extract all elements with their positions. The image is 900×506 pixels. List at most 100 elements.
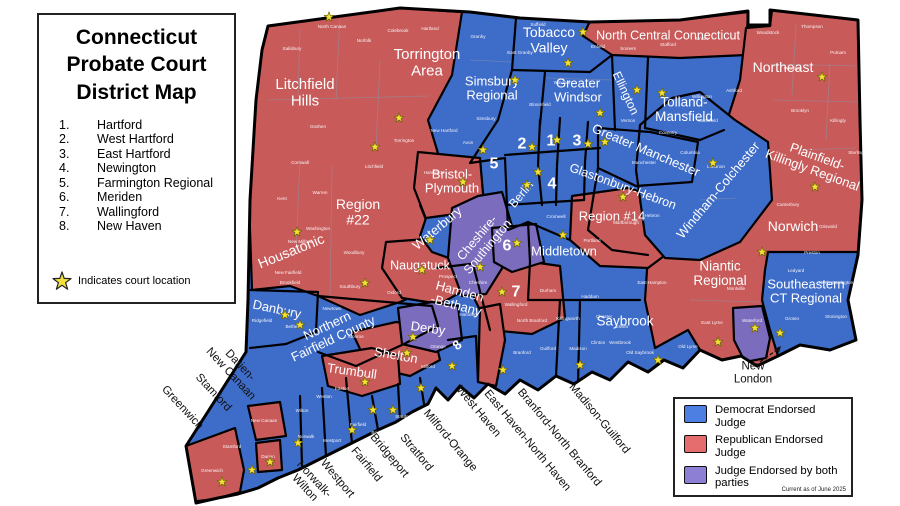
- court-location-star: [416, 264, 428, 275]
- town-boundary-line: [335, 11, 341, 101]
- district-border: [526, 260, 642, 302]
- town-boundary-line: [375, 59, 381, 151]
- district-list-item-5: 5. Farmington Regional: [39, 176, 234, 191]
- town-label: Bloomfield: [529, 102, 551, 107]
- svg-text:Region#22: Region #22: [336, 196, 380, 227]
- district-label-bristol-plymouth: Bristol-Plymouth: [425, 166, 479, 195]
- court-location-star: [359, 376, 371, 387]
- svg-text:Saybrook: Saybrook: [596, 314, 653, 329]
- court-location-star: [652, 354, 664, 365]
- town-label: Westport: [323, 438, 342, 443]
- town-label: Ledyard: [788, 268, 805, 273]
- district-label-middletown: Middletown: [531, 244, 597, 259]
- town-boundary-line: [267, 95, 429, 101]
- district-label-saybrook: Saybrook: [596, 314, 653, 329]
- district-border: [538, 70, 547, 127]
- town-label: Norfolk: [357, 38, 372, 43]
- town-label: Wallingford: [505, 302, 528, 307]
- district-list-item-6: 6. Meriden: [39, 190, 234, 205]
- town-label: Warren: [313, 190, 328, 195]
- town-label: Granby: [470, 34, 486, 39]
- town-label: Kent: [277, 196, 287, 201]
- district-list-item-2: 2. West Hartford: [39, 132, 234, 147]
- court-location-star: [407, 331, 419, 342]
- district-number: 1.: [59, 117, 70, 132]
- district-label-5: 5: [490, 156, 499, 173]
- district-label-derby: Derby: [410, 318, 447, 338]
- town-label: Washington: [306, 226, 331, 231]
- town-label: Torrington: [394, 138, 415, 143]
- legend-label: Judge Endorsed by both parties: [715, 464, 838, 490]
- district-border: [586, 166, 650, 257]
- district-number: 3.: [59, 146, 70, 161]
- court-location-star: [294, 319, 306, 330]
- svg-text:4: 4: [548, 176, 557, 193]
- town-label: Easton: [335, 386, 350, 391]
- town-label: East Hampton: [637, 280, 667, 285]
- court-location-star: [264, 456, 276, 467]
- town-boundary-line: [545, 77, 613, 81]
- district-border: [582, 120, 590, 202]
- court-location-star: [387, 404, 399, 415]
- court-location-star: [279, 309, 291, 320]
- court-location-star: [477, 144, 489, 155]
- district-border: [434, 262, 472, 270]
- court-location-star: [562, 57, 574, 68]
- town-label: Bethel: [285, 324, 298, 329]
- district-label-3: 3: [573, 133, 582, 150]
- district-label-1: 1: [547, 133, 556, 150]
- star-note-label: Indicates court location: [78, 275, 191, 287]
- svg-text:2: 2: [518, 136, 527, 153]
- district-label-region-22: Region #22: [336, 196, 380, 227]
- district-border: [248, 288, 320, 350]
- district-number: 8.: [59, 219, 70, 234]
- svg-text:5: 5: [490, 156, 499, 173]
- town-label: East Granby: [507, 50, 533, 55]
- legend-swatch: [684, 405, 707, 423]
- svg-text:Bristol-Plymouth: Bristol-Plymouth: [425, 166, 479, 195]
- svg-text:1: 1: [547, 133, 556, 150]
- district-label-4: 4: [548, 176, 557, 193]
- town-label: Killingworth: [556, 316, 580, 321]
- court-location-star: [756, 246, 768, 257]
- town-label: Union: [696, 36, 708, 41]
- court-location-star: [707, 157, 719, 168]
- town-label: Guilford: [540, 346, 557, 351]
- district-name: Wallingford: [97, 204, 160, 219]
- town-label: Orange: [430, 344, 446, 349]
- town-label: Sterling: [848, 150, 864, 155]
- court-location-star: [774, 327, 786, 338]
- district-border: [446, 334, 480, 384]
- town-label: Litchfield: [365, 164, 384, 169]
- town-label: Harwinton: [424, 170, 445, 175]
- town-label: Marlborough: [613, 220, 639, 225]
- court-location-star: [424, 234, 436, 245]
- district-label-6: 6: [503, 238, 512, 255]
- court-location-star: [712, 336, 724, 347]
- state-outline: [184, 6, 864, 505]
- district-list-item-1: 1. Hartford: [39, 118, 234, 133]
- town-label: Fairfield: [350, 422, 367, 427]
- district-list-item-4: 4. Newington: [39, 161, 234, 176]
- town-label: North Canaan: [318, 24, 347, 29]
- town-label: Prospect: [439, 274, 458, 279]
- district-name: Hartford: [97, 117, 143, 132]
- town-label: Cheshire: [469, 280, 488, 285]
- town-label: Hebron: [644, 213, 660, 218]
- court-location-star: [415, 382, 427, 393]
- town-label: Preston: [804, 250, 820, 255]
- town-label: Southbury: [340, 284, 362, 289]
- court-location-star: [291, 226, 303, 237]
- svg-text:3: 3: [573, 133, 582, 150]
- town-label: Haddam: [581, 294, 599, 299]
- court-location-star: [582, 138, 594, 149]
- district-label-torrington-area: Torrington Area: [394, 46, 461, 80]
- town-boundary-line: [799, 147, 857, 151]
- district-label-litchfield-hills: Litchfield Hills: [275, 76, 334, 110]
- district-border: [554, 116, 562, 207]
- legend-label: Republican Endorsed Judge: [715, 434, 824, 459]
- svg-text:6: 6: [503, 238, 512, 255]
- town-label: Groton: [785, 316, 799, 321]
- town-boundary-line: [771, 63, 859, 67]
